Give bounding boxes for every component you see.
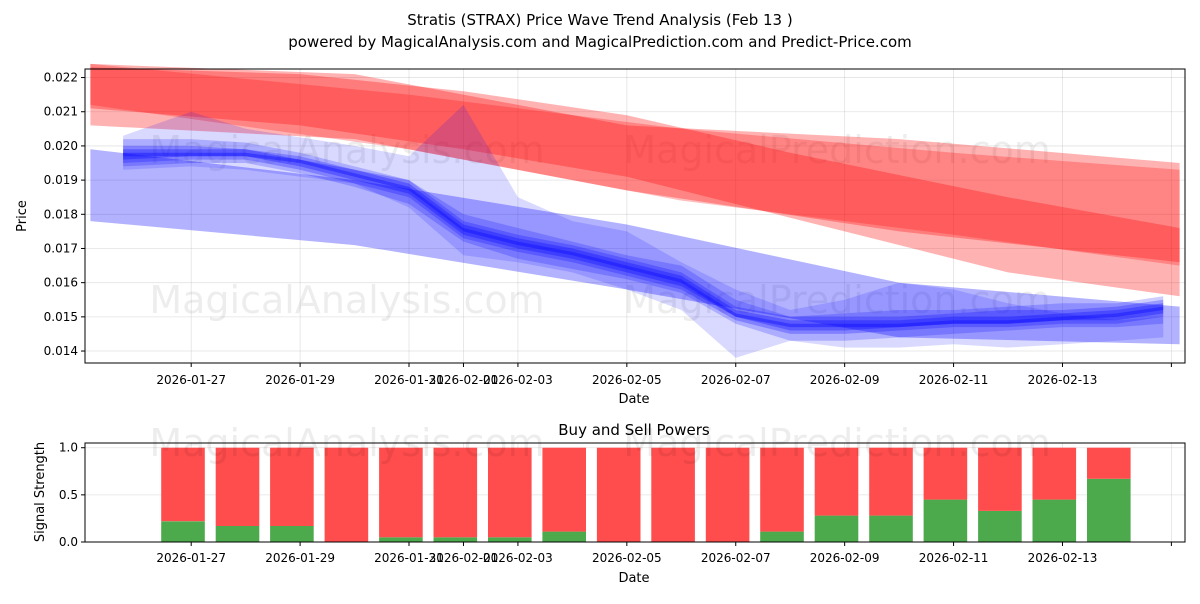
price-xtick-label-2: 2026-01-31 <box>374 373 444 387</box>
price-xtick-label-4: 2026-02-03 <box>483 373 553 387</box>
sell-bar-3 <box>324 447 369 542</box>
band-blue-band-1 <box>123 104 1164 358</box>
price-ytick-label-2: 0.016 <box>44 276 78 290</box>
price-ytick-label-5: 0.019 <box>44 173 78 187</box>
buy-bar-11 <box>760 531 804 542</box>
signal-xtick-label-5: 2026-02-05 <box>592 551 662 565</box>
price-ytick-label-3: 0.017 <box>44 241 78 255</box>
price-ytick-label-7: 0.021 <box>44 105 78 119</box>
chart-title: Stratis (STRAX) Price Wave Trend Analysi… <box>407 11 792 29</box>
sell-bar-7 <box>542 447 586 532</box>
sell-bar-6 <box>488 447 532 538</box>
price-ytick-label-8: 0.022 <box>44 71 78 85</box>
price-y-ticks: 0.014 0.015 0.016 0.017 0.018 0.019 0.020 0.021… <box>44 71 85 358</box>
signal-ytick-label-2: 1.0 <box>59 441 78 455</box>
buy-bar-5 <box>433 537 478 542</box>
signal-x-ticks: 2026-01-27 2026-01-29 2026-01-312026-02-01… <box>156 542 1172 565</box>
signal-plot-frame <box>84 442 1186 543</box>
chart-subtitle: powered by MagicalAnalysis.com and Magic… <box>288 33 912 51</box>
price-ytick-label-0: 0.014 <box>44 344 78 358</box>
buy-bar-6 <box>488 537 532 542</box>
signal-xtick-label-6: 2026-02-07 <box>701 551 771 565</box>
buy-bar-7 <box>542 531 586 542</box>
band-blue-band-wide <box>90 149 1180 345</box>
signal-xtick-label-1: 2026-01-29 <box>265 551 335 565</box>
price-xtick-label-9: 2026-02-13 <box>1028 373 1098 387</box>
price-plot: MagicalAnalysis.com MagicalPrediction.co… <box>15 63 1186 407</box>
watermark-3: MagicalAnalysis.com <box>149 278 544 322</box>
signal-xtick-label-7: 2026-02-09 <box>810 551 880 565</box>
sell-bar-0 <box>161 447 205 522</box>
signal-ytick-label-0: 0.0 <box>59 535 78 549</box>
band-red-band-upper <box>90 63 1180 263</box>
buy-bar-14 <box>923 499 968 542</box>
price-xtick-label-7: 2026-02-09 <box>810 373 880 387</box>
watermark-4: MagicalPrediction.com <box>623 278 1051 322</box>
sell-bar-4 <box>379 447 423 538</box>
signal-xtick-label-3: 2026-02-01 <box>429 551 499 565</box>
price-x-ticks: 2026-01-27 2026-01-29 2026-01-312026-02-01… <box>156 363 1172 387</box>
signal-bars <box>161 447 1131 542</box>
signal-y-label: Signal Strength <box>33 442 48 542</box>
signal-xtick-label-2: 2026-01-31 <box>374 551 444 565</box>
sell-bar-8 <box>596 447 641 542</box>
band-red-band-middle <box>90 67 1180 297</box>
sell-bar-17 <box>1087 447 1131 479</box>
sell-bar-2 <box>270 447 314 526</box>
price-ytick-label-4: 0.018 <box>44 207 78 221</box>
sell-bar-10 <box>705 447 750 542</box>
band-blue-band-3 <box>123 145 1164 334</box>
watermark-2: MagicalPrediction.com <box>623 128 1051 172</box>
buy-bar-15 <box>978 510 1022 542</box>
signal-xtick-label-4: 2026-02-03 <box>483 551 553 565</box>
sell-bar-15 <box>978 447 1022 511</box>
signal-xtick-label-0: 2026-01-27 <box>156 551 226 565</box>
price-xtick-label-3: 2026-02-01 <box>429 373 499 387</box>
signal-plot: Buy and Sell Powers MagicalAnalysis.com … <box>33 421 1186 586</box>
signal-ytick-label-1: 0.5 <box>59 488 78 502</box>
sell-bar-11 <box>760 447 804 532</box>
buy-bar-4 <box>379 537 423 542</box>
sell-bar-9 <box>651 447 695 542</box>
price-xtick-label-8: 2026-02-11 <box>919 373 989 387</box>
band-red-band-lower <box>90 63 1180 266</box>
signal-title: Buy and Sell Powers <box>558 421 710 439</box>
watermark-1: MagicalAnalysis.com <box>149 128 544 172</box>
buy-bar-12 <box>814 515 859 542</box>
price-xtick-label-5: 2026-02-05 <box>592 373 662 387</box>
sell-bar-12 <box>814 447 859 516</box>
sell-bar-13 <box>869 447 913 516</box>
sell-bar-16 <box>1032 447 1077 500</box>
sell-bar-1 <box>215 447 260 526</box>
price-x-label: Date <box>618 392 649 407</box>
buy-bar-13 <box>869 515 913 542</box>
buy-bar-2 <box>270 526 314 542</box>
price-bands <box>90 63 1180 358</box>
price-xtick-label-0: 2026-01-27 <box>156 373 226 387</box>
price-xtick-label-1: 2026-01-29 <box>265 373 335 387</box>
price-grid <box>85 69 1185 363</box>
sell-bar-5 <box>433 447 478 538</box>
buy-bar-16 <box>1032 499 1077 542</box>
signal-x-label: Date <box>618 571 649 586</box>
signal-y-ticks: 0.0 0.5 1.0 <box>59 441 85 549</box>
price-ytick-label-6: 0.020 <box>44 139 78 153</box>
price-xtick-label-6: 2026-02-07 <box>701 373 771 387</box>
sell-bar-14 <box>923 447 968 500</box>
price-watermarks: MagicalAnalysis.com MagicalPrediction.co… <box>149 128 1050 322</box>
price-y-label: Price <box>15 200 30 232</box>
buy-bar-1 <box>215 526 260 542</box>
buy-bar-0 <box>161 521 205 542</box>
signal-xtick-label-8: 2026-02-11 <box>919 551 989 565</box>
price-plot-frame <box>84 68 1186 364</box>
signal-xtick-label-9: 2026-02-13 <box>1028 551 1098 565</box>
price-ytick-label-1: 0.015 <box>44 310 78 324</box>
buy-bar-17 <box>1087 478 1131 542</box>
band-blue-band-2 <box>123 139 1164 341</box>
